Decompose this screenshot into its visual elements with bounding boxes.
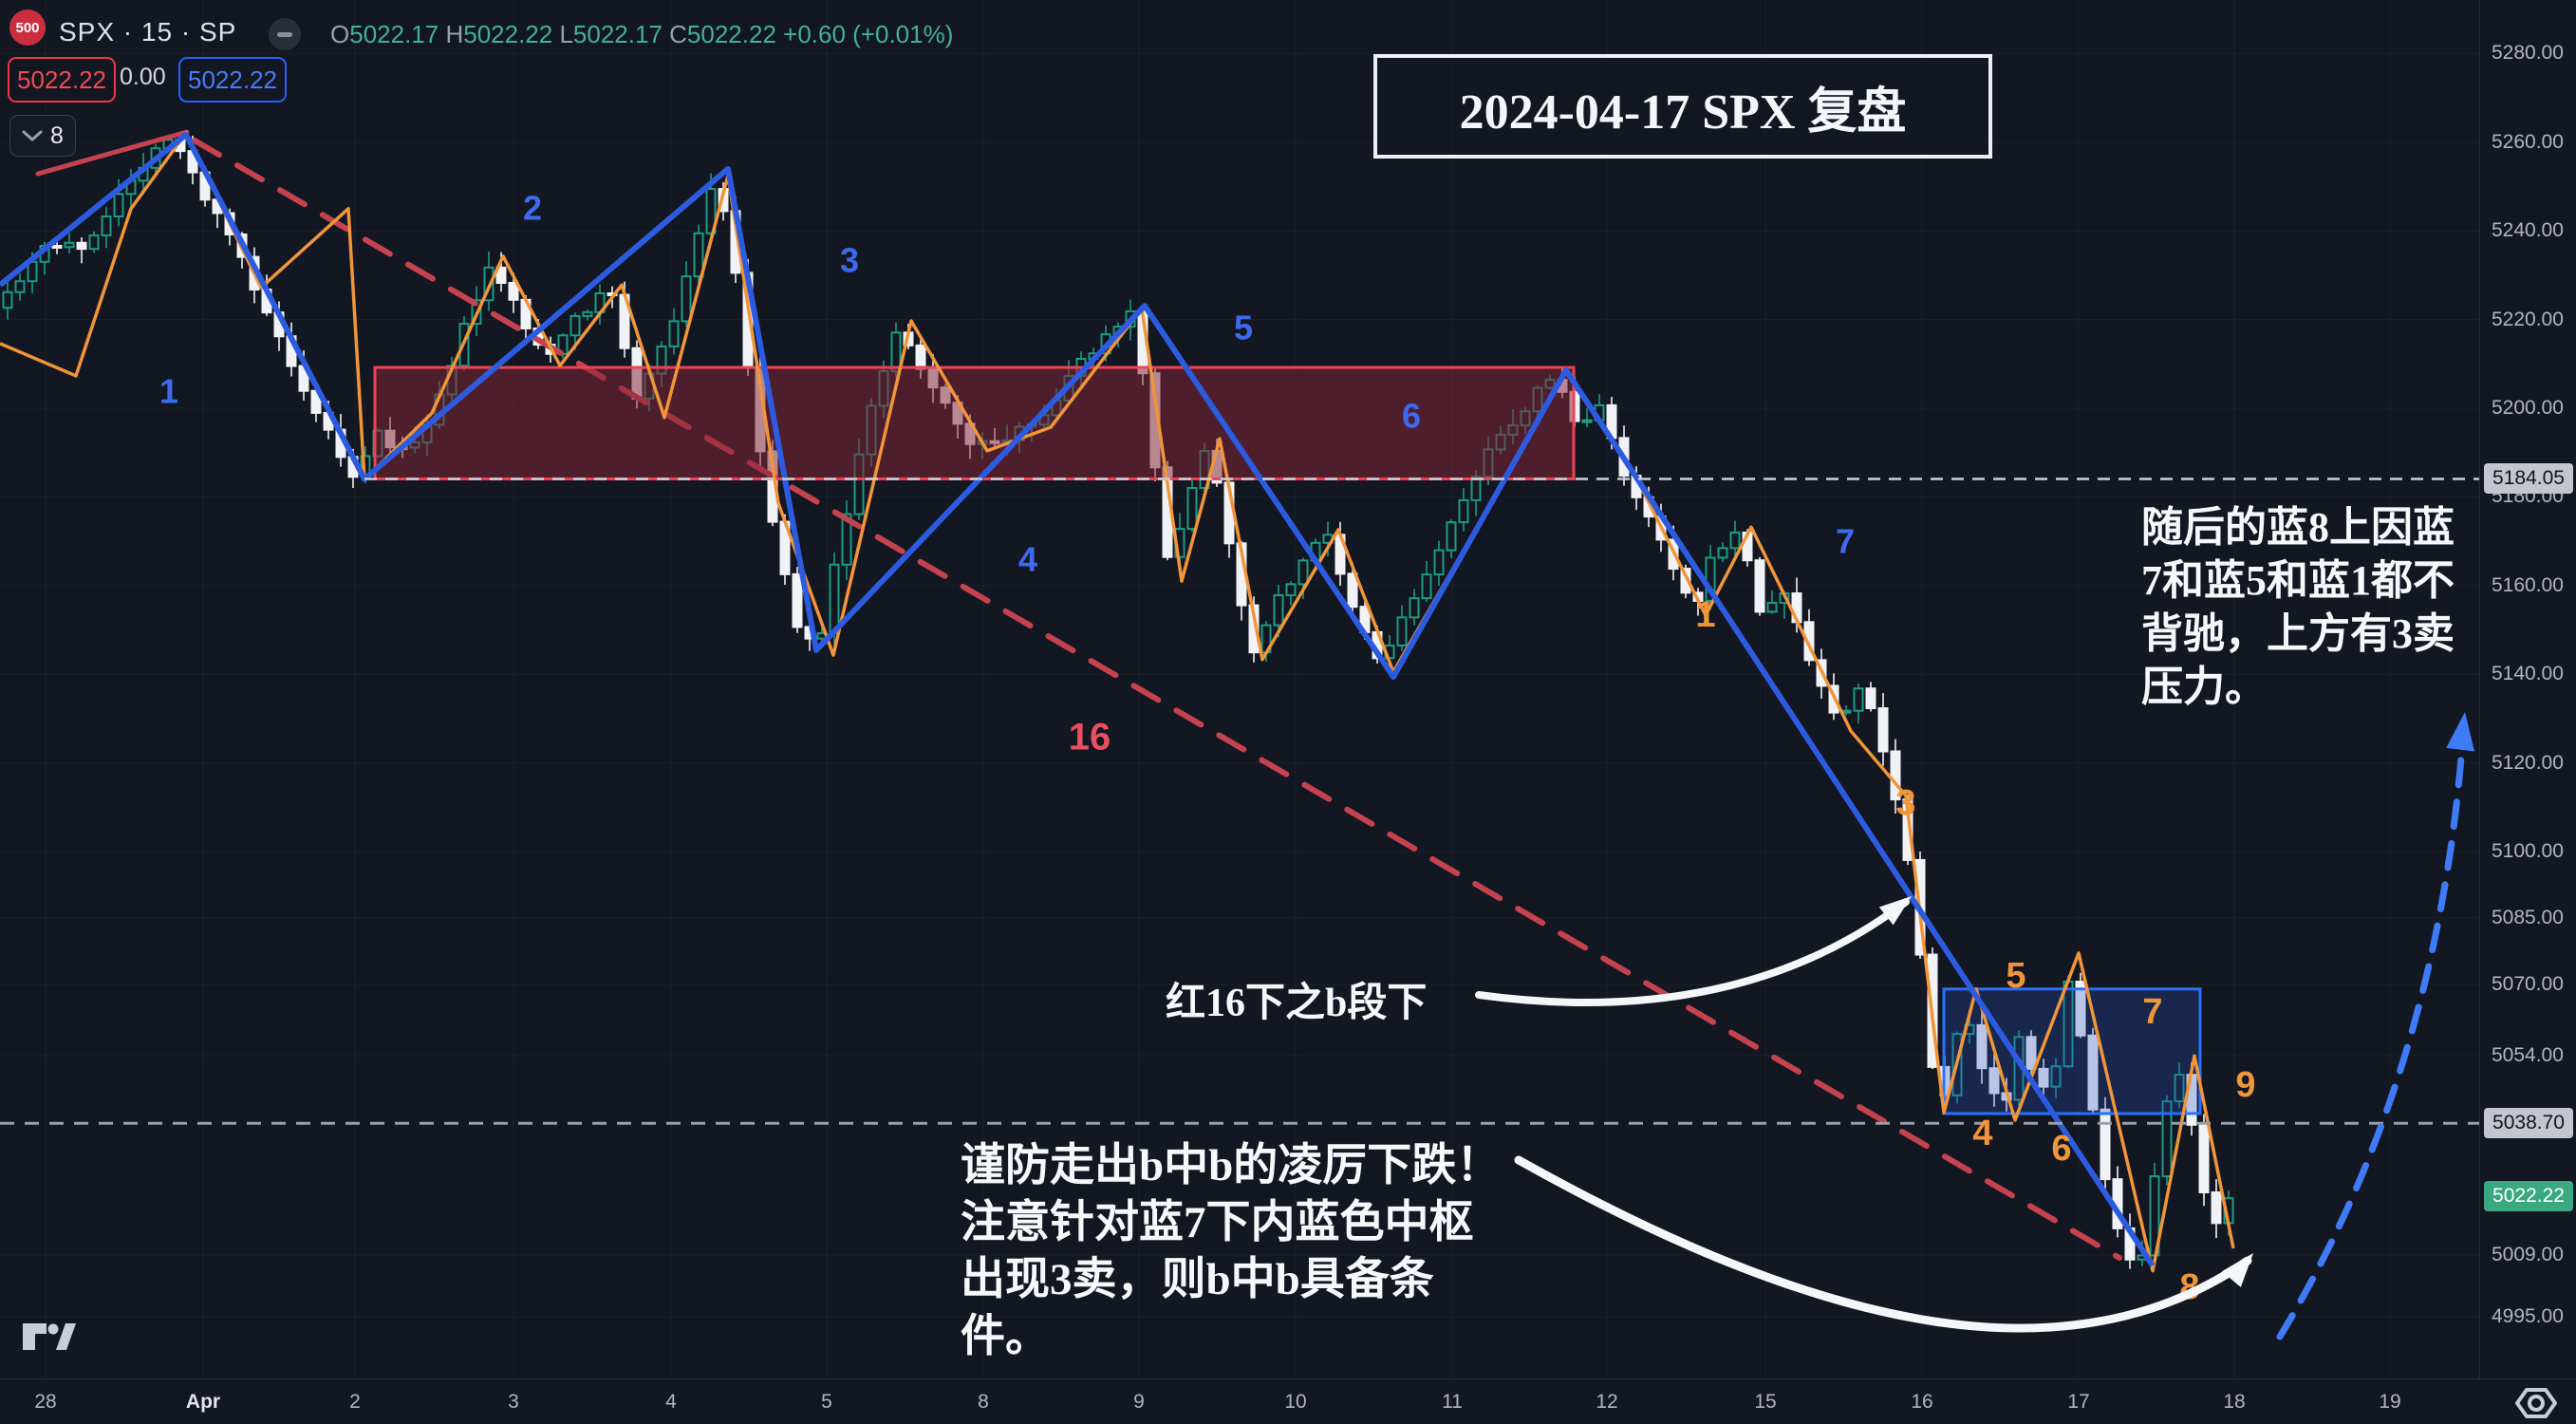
time-scale[interactable]: 28 Apr 2 3 4 5 8 9 10 11 12 15 16 17 18 19: [0, 1378, 2576, 1424]
mid-analysis-note: 红16下之b段下: [1166, 982, 1428, 1025]
price-tick: 5160.00: [2492, 573, 2564, 596]
ohlc-readout: O5022.17 H5022.22 L5022.17 C5022.22 +0.6…: [330, 20, 953, 49]
svg-text:6: 6: [2051, 1129, 2071, 1169]
svg-text:6: 6: [1402, 397, 1421, 436]
svg-text:3: 3: [840, 241, 859, 280]
review-title-banner: 2024-04-17 SPX 复盘: [1373, 54, 1992, 159]
svg-text:7: 7: [1836, 522, 1855, 561]
price-tick: 5100.00: [2492, 840, 2564, 862]
right-analysis-note: 随后的蓝8上因蓝 7和蓝5和蓝1都不 背驰，上方有3卖 压力。: [2141, 504, 2455, 710]
sell-price-box: 5022.22: [8, 57, 116, 103]
price-tick: 5120.00: [2492, 751, 2564, 774]
svg-text:16: 16: [1069, 717, 1111, 759]
time-tick: 9: [1133, 1391, 1145, 1413]
bottom-analysis-note: 谨防走出b中b的凌厉下跌！ 注意针对蓝7下内蓝色中枢 出现3卖，则b中b具备条 …: [961, 1141, 1502, 1361]
chevron-down-icon: [22, 130, 43, 142]
price-tick: 5054.00: [2492, 1043, 2564, 1066]
wave-count-button[interactable]: 8: [9, 115, 76, 157]
time-tick: 5: [821, 1391, 832, 1413]
time-tick: 28: [34, 1391, 57, 1413]
time-tick: 18: [2223, 1391, 2246, 1413]
time-tick: 8: [978, 1391, 989, 1413]
close-label: C: [669, 20, 687, 48]
time-tick: 17: [2067, 1391, 2090, 1413]
low-label: L: [559, 20, 573, 48]
svg-text:7: 7: [2142, 992, 2162, 1032]
svg-text:2: 2: [523, 189, 542, 228]
symbol-title[interactable]: SPX · 15 · SP: [59, 17, 237, 47]
wave-count-value: 8: [50, 122, 64, 149]
price-tick: 5240.00: [2492, 219, 2564, 242]
time-tick: 4: [665, 1391, 677, 1413]
time-tick: 11: [1442, 1391, 1463, 1413]
price-tick: 5085.00: [2492, 907, 2564, 929]
svg-text:4: 4: [1018, 540, 1037, 579]
time-tick: 3: [508, 1391, 519, 1413]
time-tick: 10: [1284, 1391, 1307, 1413]
svg-text:5: 5: [1234, 309, 1253, 347]
price-tick: 5140.00: [2492, 663, 2564, 685]
spread-value: 0.00: [120, 64, 166, 90]
svg-text:3: 3: [1895, 783, 1915, 823]
svg-text:1: 1: [1695, 595, 1715, 635]
level-price-badge: 5184.05: [2484, 463, 2573, 495]
low-value: 5022.17: [572, 20, 663, 48]
time-tick: 12: [1596, 1391, 1618, 1413]
buy-price-box: 5022.22: [178, 57, 287, 103]
svg-text:9: 9: [2235, 1065, 2255, 1105]
high-value: 5022.22: [463, 20, 553, 48]
tradingview-logo[interactable]: [14, 1320, 77, 1354]
time-tick: 19: [2379, 1391, 2401, 1413]
time-tick: Apr: [185, 1391, 221, 1413]
high-label: H: [445, 20, 464, 48]
last-price-badge: 5022.22: [2484, 1181, 2573, 1212]
open-value: 5022.17: [349, 20, 439, 48]
price-tick: 5260.00: [2492, 130, 2564, 153]
svg-text:4: 4: [1972, 1114, 1992, 1153]
svg-text:5: 5: [2006, 956, 2025, 996]
price-tick: 5200.00: [2492, 397, 2564, 419]
close-value: 5022.22: [686, 20, 776, 48]
price-tick: 5220.00: [2492, 308, 2564, 330]
sp500-logo-badge: 500: [9, 9, 46, 46]
price-scale[interactable]: 5280.00 5260.00 5240.00 5220.00 5200.00 5180.…: [2479, 0, 2576, 1378]
svg-text:1: 1: [159, 372, 178, 411]
price-tick: 5009.00: [2492, 1243, 2564, 1265]
price-tick: 4995.00: [2492, 1305, 2564, 1328]
time-tick: 15: [1754, 1391, 1777, 1413]
time-tick: 2: [349, 1391, 361, 1413]
change-value: +0.60 (+0.01%): [783, 20, 954, 48]
hide-indicator-icon[interactable]: [269, 18, 301, 50]
price-tick: 5070.00: [2492, 973, 2564, 996]
level-price-badge: 5038.70: [2484, 1108, 2573, 1139]
price-tick: 5280.00: [2492, 42, 2564, 65]
open-label: O: [330, 20, 350, 48]
time-tick: 16: [1911, 1391, 1933, 1413]
settings-gear-icon[interactable]: [2511, 1384, 2564, 1422]
